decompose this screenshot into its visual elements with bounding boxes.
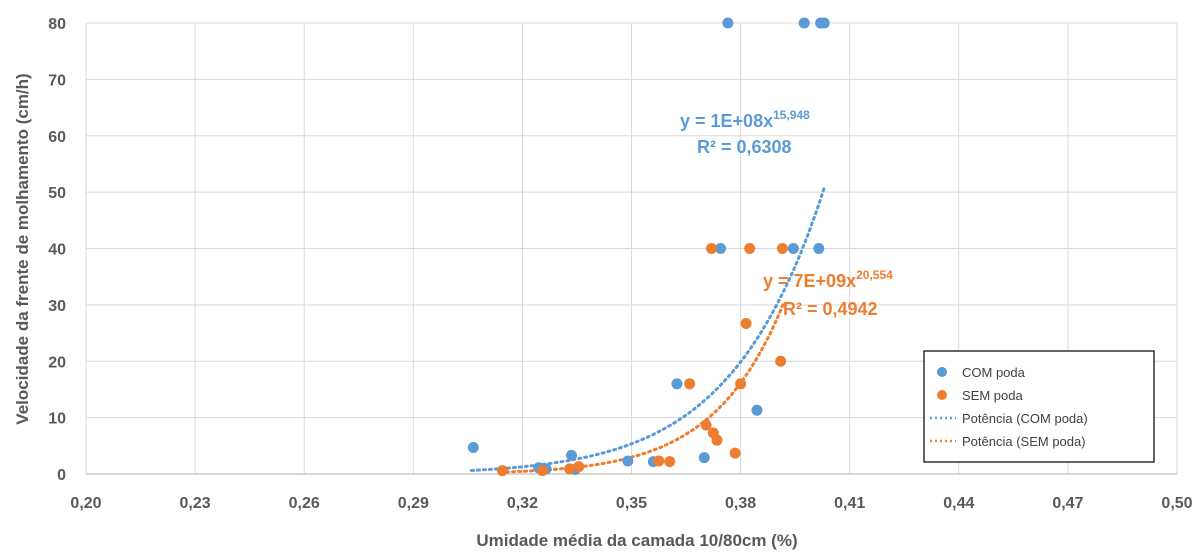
trendline-com-poda [470,186,826,472]
data-point-com-poda [818,17,830,29]
x-tick-label: 0,29 [398,495,429,512]
legend-label-sem-poda: SEM poda [962,388,1023,403]
x-axis-ticks: 0,20 0,23 0,26 0,29 0,32 0,35 0,38 0,41 0,44 0,47… [70,495,1192,512]
equation-sem-poda-exponent: 20,554 [856,268,893,282]
y-tick-label: 60 [48,129,66,146]
legend-marker-com-poda [937,367,947,377]
data-point-sem-poda [536,465,548,477]
y-axis-label: Velocidade da frente de molhamento (cm/h… [13,73,32,424]
equation-sem-poda: y = 7E+09x20,554 [763,268,893,291]
data-point-sem-poda [573,461,585,473]
x-tick-label: 0,44 [943,495,974,512]
legend-label-potencia-com-poda: Potência (COM poda) [962,411,1088,426]
r2-sem-poda: R² = 0,4942 [783,299,878,319]
data-point-com-poda [722,17,734,29]
data-point-com-poda [622,455,634,467]
equation-sem-poda-main: y = 7E+09x [763,271,856,291]
data-point-com-poda [798,17,810,29]
data-point-com-poda [565,449,577,461]
y-tick-label: 10 [48,411,66,428]
data-point-com-poda [751,404,763,416]
data-point-sem-poda [653,455,665,467]
x-tick-label: 0,23 [180,495,211,512]
data-point-com-poda [715,243,727,254]
data-point-sem-poda [496,465,508,477]
data-point-com-poda [467,442,479,454]
equation-com-poda: y = 1E+08x15,948 [680,108,810,131]
data-point-sem-poda [711,434,723,446]
data-point-com-poda [813,243,825,254]
y-tick-label: 30 [48,298,66,315]
legend: COM poda SEM poda Potência (COM poda) Po… [923,350,1155,463]
y-tick-label: 70 [48,72,66,89]
x-tick-label: 0,41 [834,495,865,512]
x-tick-label: 0,47 [1052,495,1083,512]
data-point-com-poda [698,452,710,464]
data-point-sem-poda [684,378,696,390]
legend-label-potencia-sem-poda: Potência (SEM poda) [962,434,1086,449]
x-tick-label: 0,26 [289,495,320,512]
data-point-sem-poda [700,419,712,431]
x-tick-label: 0,38 [725,495,756,512]
x-tick-label: 0,35 [616,495,647,512]
x-tick-label: 0,20 [70,495,101,512]
data-point-sem-poda [564,463,576,475]
trendlines [470,186,826,474]
data-point-sem-poda [744,243,756,254]
x-axis-label: Umidade média da camada 10/80cm (%) [476,531,797,550]
data-point-com-poda [787,243,799,254]
data-point-sem-poda [775,355,787,367]
data-point-sem-poda [776,243,788,254]
y-tick-label: 80 [48,16,66,33]
data-point-sem-poda [664,456,676,468]
legend-label-com-poda: COM poda [962,365,1026,380]
data-point-sem-poda [735,378,747,390]
data-point-com-poda [671,378,683,390]
legend-box [923,350,1155,463]
legend-marker-sem-poda [937,390,947,400]
y-axis-ticks: 0 10 20 30 40 50 60 70 80 [48,16,66,484]
y-tick-label: 40 [48,242,66,259]
data-point-sem-poda [706,243,718,254]
data-point-sem-poda [740,317,752,329]
equation-com-poda-exponent: 15,948 [773,108,810,122]
x-tick-label: 0,32 [507,495,538,512]
data-point-sem-poda [729,447,741,459]
equation-com-poda-main: y = 1E+08x [680,111,773,131]
y-tick-label: 20 [48,354,66,371]
data-points [467,17,830,477]
x-tick-label: 0,50 [1161,495,1192,512]
r2-com-poda: R² = 0,6308 [697,137,792,157]
y-tick-label: 0 [57,467,66,484]
y-tick-label: 50 [48,185,66,202]
